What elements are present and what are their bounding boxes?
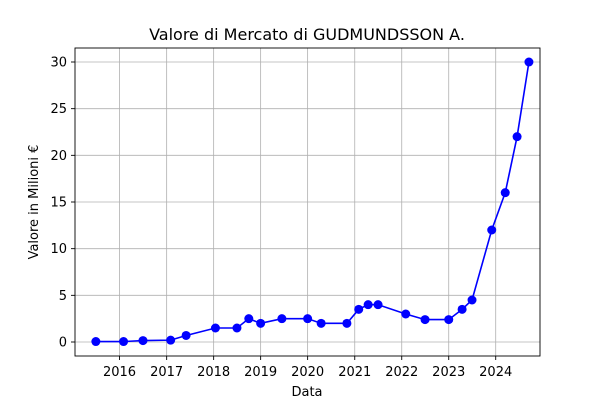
- y-tick-label: 25: [50, 102, 67, 117]
- data-point: [244, 314, 254, 324]
- data-point: [354, 304, 364, 314]
- data-point: [232, 323, 242, 333]
- gridlines: [75, 48, 540, 356]
- data-point: [401, 309, 411, 319]
- data-point: [256, 318, 266, 328]
- data-point: [420, 315, 430, 325]
- y-tick-label: 30: [50, 56, 67, 71]
- x-tick-label: 2016: [103, 365, 136, 380]
- data-point: [444, 315, 454, 325]
- data-point: [138, 336, 148, 346]
- x-tick-label: 2023: [432, 365, 465, 380]
- y-tick-label: 15: [50, 196, 67, 211]
- data-point: [166, 335, 176, 345]
- data-point: [487, 225, 497, 235]
- data-point: [363, 300, 373, 310]
- x-tick-label: 2018: [197, 365, 230, 380]
- data-point: [512, 132, 522, 142]
- x-tick-label: 2017: [150, 365, 183, 380]
- series-layer: [91, 57, 534, 347]
- data-point: [277, 314, 287, 324]
- y-tick-label: 0: [59, 336, 67, 351]
- y-tick-label: 20: [50, 149, 67, 164]
- data-point: [181, 330, 191, 340]
- data-point: [373, 300, 383, 310]
- data-point: [119, 337, 129, 347]
- data-point: [210, 323, 220, 333]
- y-tick-label: 10: [50, 242, 67, 257]
- x-tick-label: 2020: [291, 365, 324, 380]
- data-point: [303, 314, 313, 324]
- chart-title: Valore di Mercato di GUDMUNDSSON A.: [149, 25, 465, 44]
- data-point: [500, 188, 510, 198]
- y-axis-label: Valore in Milioni €: [27, 145, 42, 260]
- y-tick-label: 5: [59, 289, 67, 304]
- axes: 2016 2017 2018 2019 2020 2021 2022 2023 2024 0 5 10…: [50, 56, 512, 381]
- x-tick-label: 2019: [244, 365, 277, 380]
- x-tick-label: 2022: [385, 365, 418, 380]
- data-point: [316, 318, 326, 328]
- x-tick-label: 2021: [338, 365, 371, 380]
- data-point: [524, 57, 534, 67]
- x-tick-label: 2024: [479, 365, 512, 380]
- data-point: [467, 295, 477, 305]
- data-point: [457, 304, 467, 314]
- x-axis-label: Data: [291, 385, 322, 400]
- data-point: [91, 337, 101, 347]
- data-point: [342, 318, 352, 328]
